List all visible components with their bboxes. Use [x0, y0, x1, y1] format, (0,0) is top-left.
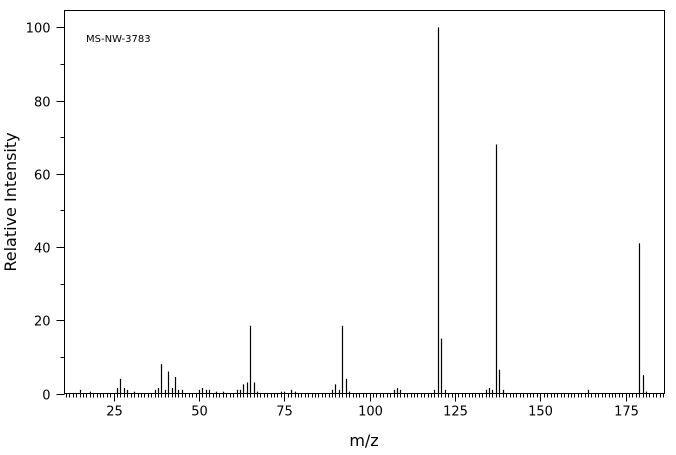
x-tick-label: 125	[443, 405, 468, 420]
x-axis-label: m/z	[349, 431, 378, 450]
y-tick-label: 20	[34, 315, 51, 330]
x-tick-label: 150	[528, 405, 553, 420]
annotation: MS-NW-3783	[86, 34, 151, 45]
y-tick-label: 60	[34, 169, 51, 184]
y-tick-label: 40	[34, 242, 51, 257]
x-tick-label: 50	[191, 405, 208, 420]
plot-frame	[64, 10, 665, 394]
x-tick-label: 25	[106, 405, 123, 420]
x-tick-label: 75	[276, 405, 293, 420]
y-tick-label: 0	[42, 389, 50, 404]
y-tick-label: 80	[34, 96, 51, 111]
x-tick-label: 100	[358, 405, 383, 420]
x-tick-label: 175	[614, 405, 639, 420]
y-axis-label: Relative Intensity	[1, 132, 20, 271]
y-tick-label: 100	[26, 22, 51, 37]
